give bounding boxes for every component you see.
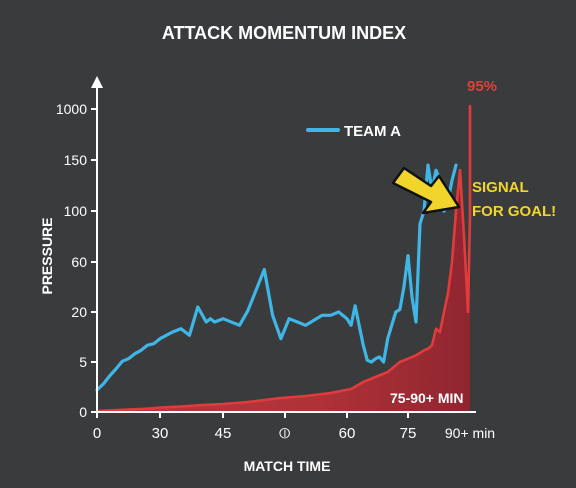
pressure-line: [96, 104, 472, 413]
team-a-line: [95, 163, 458, 392]
pressure-area-layer: [96, 104, 472, 413]
y-tick-label: 60: [71, 254, 87, 270]
chart-title: ATTACK MOMENTUM INDEX: [162, 23, 406, 43]
x-tick-label: 75: [400, 425, 417, 442]
y-tick-label: 150: [64, 152, 88, 168]
annotation-for-goal: FOR GOAL!: [472, 203, 556, 220]
team-a-line-layer: [95, 163, 458, 392]
annotation-signal: SIGNAL: [472, 179, 529, 196]
x-tick-label: 60: [339, 425, 356, 442]
y-tick-label: 1000: [56, 101, 87, 117]
signal-arrow-icon: [391, 166, 461, 215]
x-tick-layer: 0 30 45 ⦶ 60 75 90+ min: [93, 412, 495, 442]
annotation-time-window: 75-90+ MIN: [390, 390, 464, 406]
y-tick-layer: 0 5 20 60 100 150 1000: [56, 101, 97, 420]
y-axis-arrow-icon: [91, 76, 103, 88]
y-tick-label: 20: [71, 304, 87, 320]
y-tick-label: 5: [79, 354, 87, 370]
legend-team-a-label: TEAM A: [344, 123, 401, 140]
x-tick-label: 0: [93, 425, 101, 442]
y-axis-label: PRESSURE: [39, 217, 55, 294]
y-tick-label: 0: [79, 404, 87, 420]
x-tick-label: 90+ min: [445, 425, 495, 441]
pressure-area: [97, 106, 470, 412]
y-tick-label: 100: [64, 203, 88, 219]
annotation-95-percent: 95%: [467, 78, 497, 95]
x-axis-label: MATCH TIME: [244, 458, 331, 474]
x-tick-label: 30: [152, 425, 169, 442]
x-tick-label: ⦶: [280, 425, 291, 442]
x-tick-label: 45: [215, 425, 232, 442]
